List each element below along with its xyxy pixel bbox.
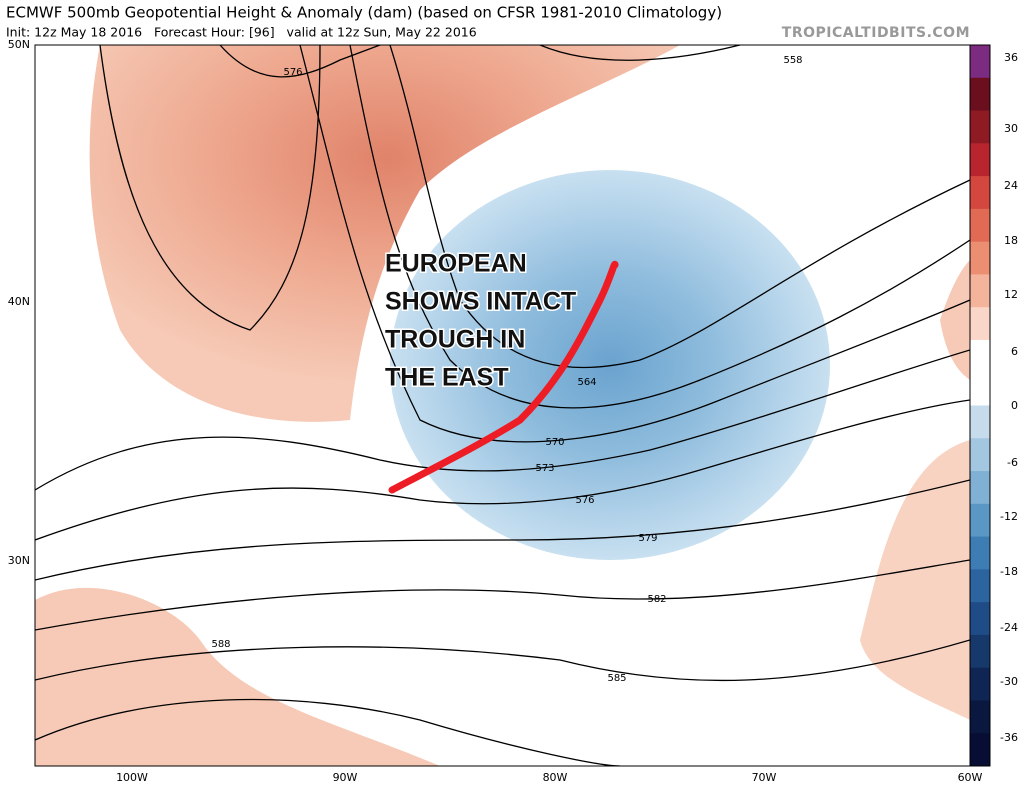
colorbar-label: 30 bbox=[1004, 122, 1018, 135]
colorbar-label: -30 bbox=[1000, 675, 1018, 688]
colorbar-segment bbox=[970, 110, 990, 144]
colorbar-label: -24 bbox=[1000, 621, 1018, 634]
colorbar-segment bbox=[970, 471, 990, 505]
lon-label: 60W bbox=[958, 771, 983, 784]
colorbar-segment bbox=[970, 667, 990, 701]
annotation-line: TROUGH IN bbox=[385, 326, 525, 354]
colorbar-segment bbox=[970, 143, 990, 177]
subtitle: Init: 12z May 18 2016 Forecast Hour: [96… bbox=[6, 25, 477, 40]
contour-label: 588 bbox=[211, 639, 230, 650]
positive-anomaly bbox=[860, 440, 970, 720]
colorbar-segment bbox=[970, 602, 990, 636]
colorbar-label: 6 bbox=[1011, 345, 1018, 358]
negative-anomaly bbox=[390, 170, 830, 560]
colorbar-segment bbox=[970, 733, 990, 767]
colorbar-segment bbox=[970, 405, 990, 439]
colorbar-label: -36 bbox=[1000, 731, 1018, 744]
contour-label: 573 bbox=[535, 463, 554, 474]
colorbar-segment bbox=[970, 372, 990, 406]
colorbar-label: 24 bbox=[1004, 179, 1018, 192]
lat-label: 40N bbox=[8, 295, 30, 308]
colorbar-frame bbox=[969, 44, 991, 767]
contour-label: 576 bbox=[575, 495, 594, 506]
colorbar-segment bbox=[970, 536, 990, 570]
colorbar-segment bbox=[970, 569, 990, 603]
colorbar-segment bbox=[970, 274, 990, 308]
lon-label: 100W bbox=[116, 771, 148, 784]
lon-label: 80W bbox=[543, 771, 568, 784]
positive-anomaly bbox=[940, 260, 970, 380]
colorbar-label: -12 bbox=[1000, 510, 1018, 523]
annotation-line: EUROPEAN bbox=[385, 250, 527, 278]
positive-anomaly bbox=[89, 45, 680, 422]
lat-label: 30N bbox=[8, 554, 30, 567]
title: ECMWF 500mb Geopotential Height & Anomal… bbox=[6, 4, 722, 22]
colorbar-label: 12 bbox=[1004, 288, 1018, 301]
colorbar-segment bbox=[970, 241, 990, 275]
colorbar-label: 18 bbox=[1004, 234, 1018, 247]
contour-label: 579 bbox=[638, 533, 657, 544]
contour-label: 564 bbox=[577, 377, 596, 388]
contour-label: 558 bbox=[783, 55, 802, 66]
contour-label: 582 bbox=[647, 594, 666, 605]
colorbar-segment bbox=[970, 208, 990, 243]
contour-label: 585 bbox=[607, 673, 626, 684]
colorbar-segment bbox=[970, 339, 990, 374]
annotation-line: THE EAST bbox=[385, 364, 509, 392]
contour-label: 576 bbox=[283, 67, 302, 78]
lon-label: 70W bbox=[752, 771, 777, 784]
colorbar-label: -6 bbox=[1007, 456, 1018, 469]
colorbar-segment bbox=[970, 77, 990, 112]
colorbar-segment bbox=[970, 307, 990, 341]
lon-label: 90W bbox=[333, 771, 358, 784]
contour-label: 570 bbox=[545, 437, 564, 448]
colorbar-segment bbox=[970, 45, 990, 79]
colorbar: 36 30 24 18 12 6 0 -6 -12 -18 -24 -30 -36 bbox=[969, 44, 1018, 767]
height-contours bbox=[35, 45, 970, 766]
colorbar-label: -18 bbox=[1000, 565, 1018, 578]
map-area bbox=[35, 45, 970, 766]
colorbar-label: 36 bbox=[1004, 51, 1018, 64]
colorbar-segment bbox=[970, 438, 990, 472]
annotation-line: SHOWS INTACT bbox=[385, 288, 576, 316]
credit: TROPICALTIDBITS.COM bbox=[782, 25, 970, 41]
trough-axis bbox=[388, 260, 619, 494]
positive-anomaly bbox=[35, 587, 440, 766]
colorbar-segment bbox=[970, 176, 990, 210]
colorbar-segment bbox=[970, 634, 990, 669]
colorbar-segment bbox=[970, 700, 990, 734]
colorbar-label: 0 bbox=[1011, 399, 1018, 412]
colorbar-segment bbox=[970, 503, 990, 538]
lat-label: 50N bbox=[8, 38, 30, 51]
